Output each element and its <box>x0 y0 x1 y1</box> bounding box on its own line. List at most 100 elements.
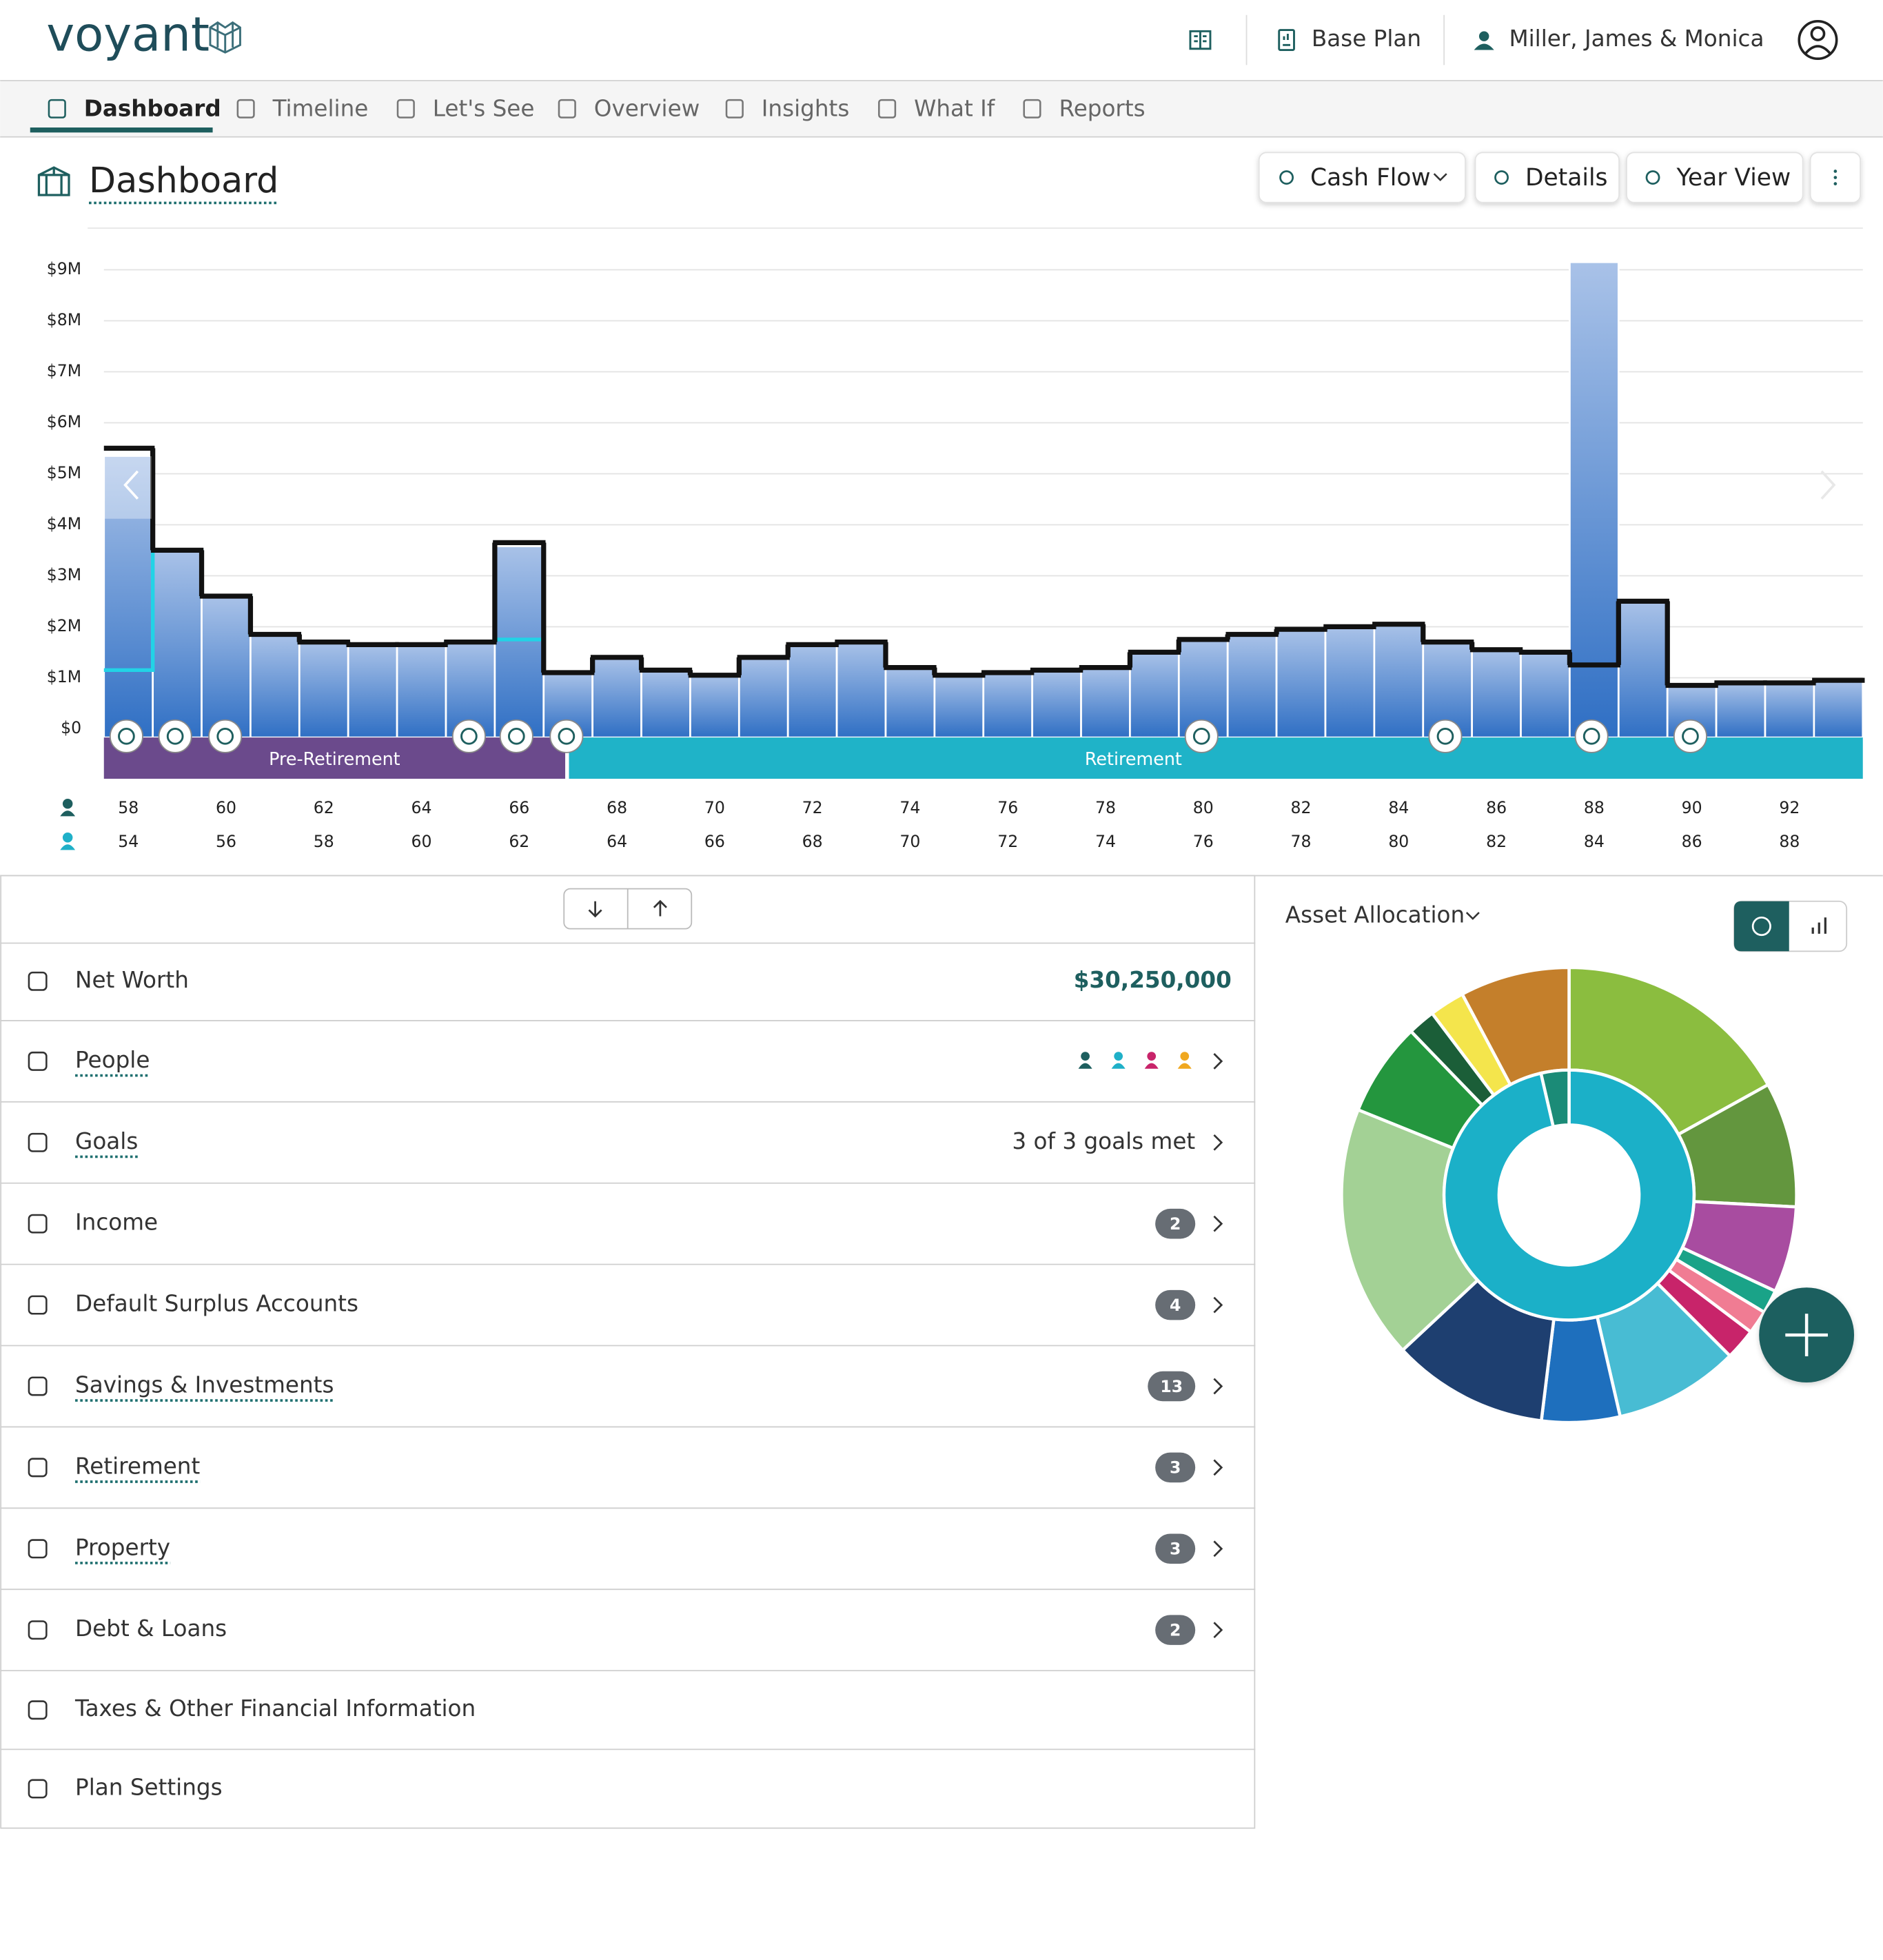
event-marker[interactable] <box>109 719 143 753</box>
bar <box>1324 626 1376 739</box>
age-label: 62 <box>314 798 334 817</box>
event-glyph <box>166 727 184 745</box>
logo[interactable]: voyant <box>46 7 210 62</box>
count-badge-text: 13 <box>1160 1377 1183 1396</box>
help-book-icon[interactable] <box>1189 30 1212 50</box>
summary-row[interactable]: Savings & Investments 13 <box>28 1371 1223 1402</box>
nav-tab[interactable]: Reports <box>1023 96 1146 122</box>
plan-selector[interactable]: Base Plan <box>1312 25 1421 52</box>
toggle-pie[interactable] <box>1733 901 1789 952</box>
y-tick-label: $8M <box>47 310 81 329</box>
event-circle <box>1184 719 1219 753</box>
row-chevron <box>1213 1622 1223 1639</box>
event-marker[interactable] <box>549 719 584 753</box>
more-dot <box>1833 170 1838 173</box>
row-label: Retirement <box>75 1453 200 1479</box>
toolbar-button[interactable]: Cash Flow <box>1258 152 1466 203</box>
event-marker[interactable] <box>499 719 533 753</box>
row-label: Debt & Loans <box>75 1615 227 1642</box>
bar <box>1129 651 1180 739</box>
age-label: 82 <box>1291 798 1312 817</box>
scroll-left-chevron <box>123 470 139 500</box>
row-label: Income <box>75 1209 158 1236</box>
event-marker[interactable] <box>1574 719 1609 753</box>
bar <box>1813 679 1864 739</box>
nav-tab[interactable]: What If <box>878 96 996 122</box>
nav-tab[interactable]: Let's See <box>396 96 534 122</box>
toolbar-button[interactable]: Year View <box>1626 152 1804 203</box>
bar <box>982 671 1034 739</box>
event-marker[interactable] <box>451 719 486 753</box>
event-marker[interactable] <box>208 719 243 753</box>
age-label: 88 <box>1584 798 1605 817</box>
event-marker[interactable] <box>1428 719 1463 753</box>
event-marker[interactable] <box>1184 719 1219 753</box>
scroll-right-chevron[interactable] <box>1820 470 1836 500</box>
button-icon <box>1645 170 1660 185</box>
donut-segment[interactable] <box>1538 1068 1571 1129</box>
more-dot <box>1833 176 1838 179</box>
nav-tab-icon <box>236 99 255 119</box>
bar-glyph[interactable] <box>1811 917 1826 934</box>
nav-tab[interactable]: Dashboard <box>30 96 221 133</box>
count-badge <box>1155 1208 1196 1239</box>
summary-row[interactable]: People <box>28 1047 1223 1077</box>
sort-up[interactable] <box>653 899 667 917</box>
y-tick-label: $0 <box>61 718 81 737</box>
age-label: 82 <box>1486 832 1507 851</box>
row-icon <box>28 1779 48 1799</box>
age-label: 86 <box>1486 798 1507 817</box>
chart-title[interactable]: Asset Allocation <box>1285 901 1465 928</box>
age-label: 76 <box>997 798 1018 817</box>
summary-row[interactable]: Property 3 <box>28 1533 1223 1564</box>
count-badge-text: 3 <box>1170 1458 1181 1478</box>
summary-row[interactable]: Retirement 3 <box>28 1452 1223 1483</box>
person-icon <box>1081 1052 1090 1061</box>
person-icon <box>1078 1063 1092 1069</box>
summary-row[interactable]: Default Surplus Accounts 4 <box>28 1289 1223 1320</box>
person-icon <box>1177 1063 1192 1069</box>
toolbar-button[interactable]: Details <box>1474 152 1620 203</box>
add-button[interactable] <box>1759 1287 1855 1383</box>
age-label: 56 <box>216 832 236 851</box>
row-label: Savings & Investments <box>75 1371 334 1398</box>
sort-down[interactable] <box>588 901 602 918</box>
bar <box>1471 649 1522 739</box>
nav-tab-label: What If <box>914 96 996 122</box>
summary-row[interactable]: Goals 3 of 3 goals met <box>28 1128 1223 1158</box>
age-label: 66 <box>704 832 725 851</box>
count-badge-text: 2 <box>1170 1214 1181 1234</box>
button-icon <box>1494 170 1509 185</box>
event-marker[interactable] <box>1673 719 1707 753</box>
nav-tab[interactable]: Insights <box>725 96 849 122</box>
row-icon <box>28 1051 48 1071</box>
bar <box>1080 666 1131 739</box>
event-marker[interactable] <box>158 719 192 753</box>
age-label: 60 <box>411 832 432 851</box>
nav-tab[interactable]: Overview <box>558 96 700 122</box>
phase-label: Pre-Retirement <box>269 748 400 769</box>
row-chevron <box>1213 1378 1223 1395</box>
client-selector[interactable]: Miller, James & Monica <box>1509 25 1764 52</box>
event-glyph <box>1582 727 1600 745</box>
nav-tab[interactable]: Timeline <box>236 96 369 122</box>
event-circle <box>499 719 533 753</box>
bar <box>1275 628 1327 739</box>
age-label: 58 <box>118 798 139 817</box>
row-label: Plan Settings <box>75 1775 223 1801</box>
account-icon[interactable] <box>1798 20 1838 61</box>
summary-row: Taxes & Other Financial Information <box>28 1695 476 1722</box>
age-label: 74 <box>899 798 920 817</box>
summary-row[interactable]: Debt & Loans 2 <box>28 1615 1223 1645</box>
header-bar <box>0 0 1883 81</box>
age-label: 76 <box>1193 832 1214 851</box>
summary-row[interactable]: Income 2 <box>28 1208 1223 1239</box>
nav-tab-icon <box>878 99 897 119</box>
bar <box>591 656 642 739</box>
more-button[interactable] <box>1809 152 1862 203</box>
age-label: 70 <box>899 832 920 851</box>
row-chevron <box>1213 1540 1223 1558</box>
bar <box>396 643 447 739</box>
row-chevron <box>1213 1053 1223 1070</box>
donut-segment[interactable] <box>1442 1068 1696 1322</box>
